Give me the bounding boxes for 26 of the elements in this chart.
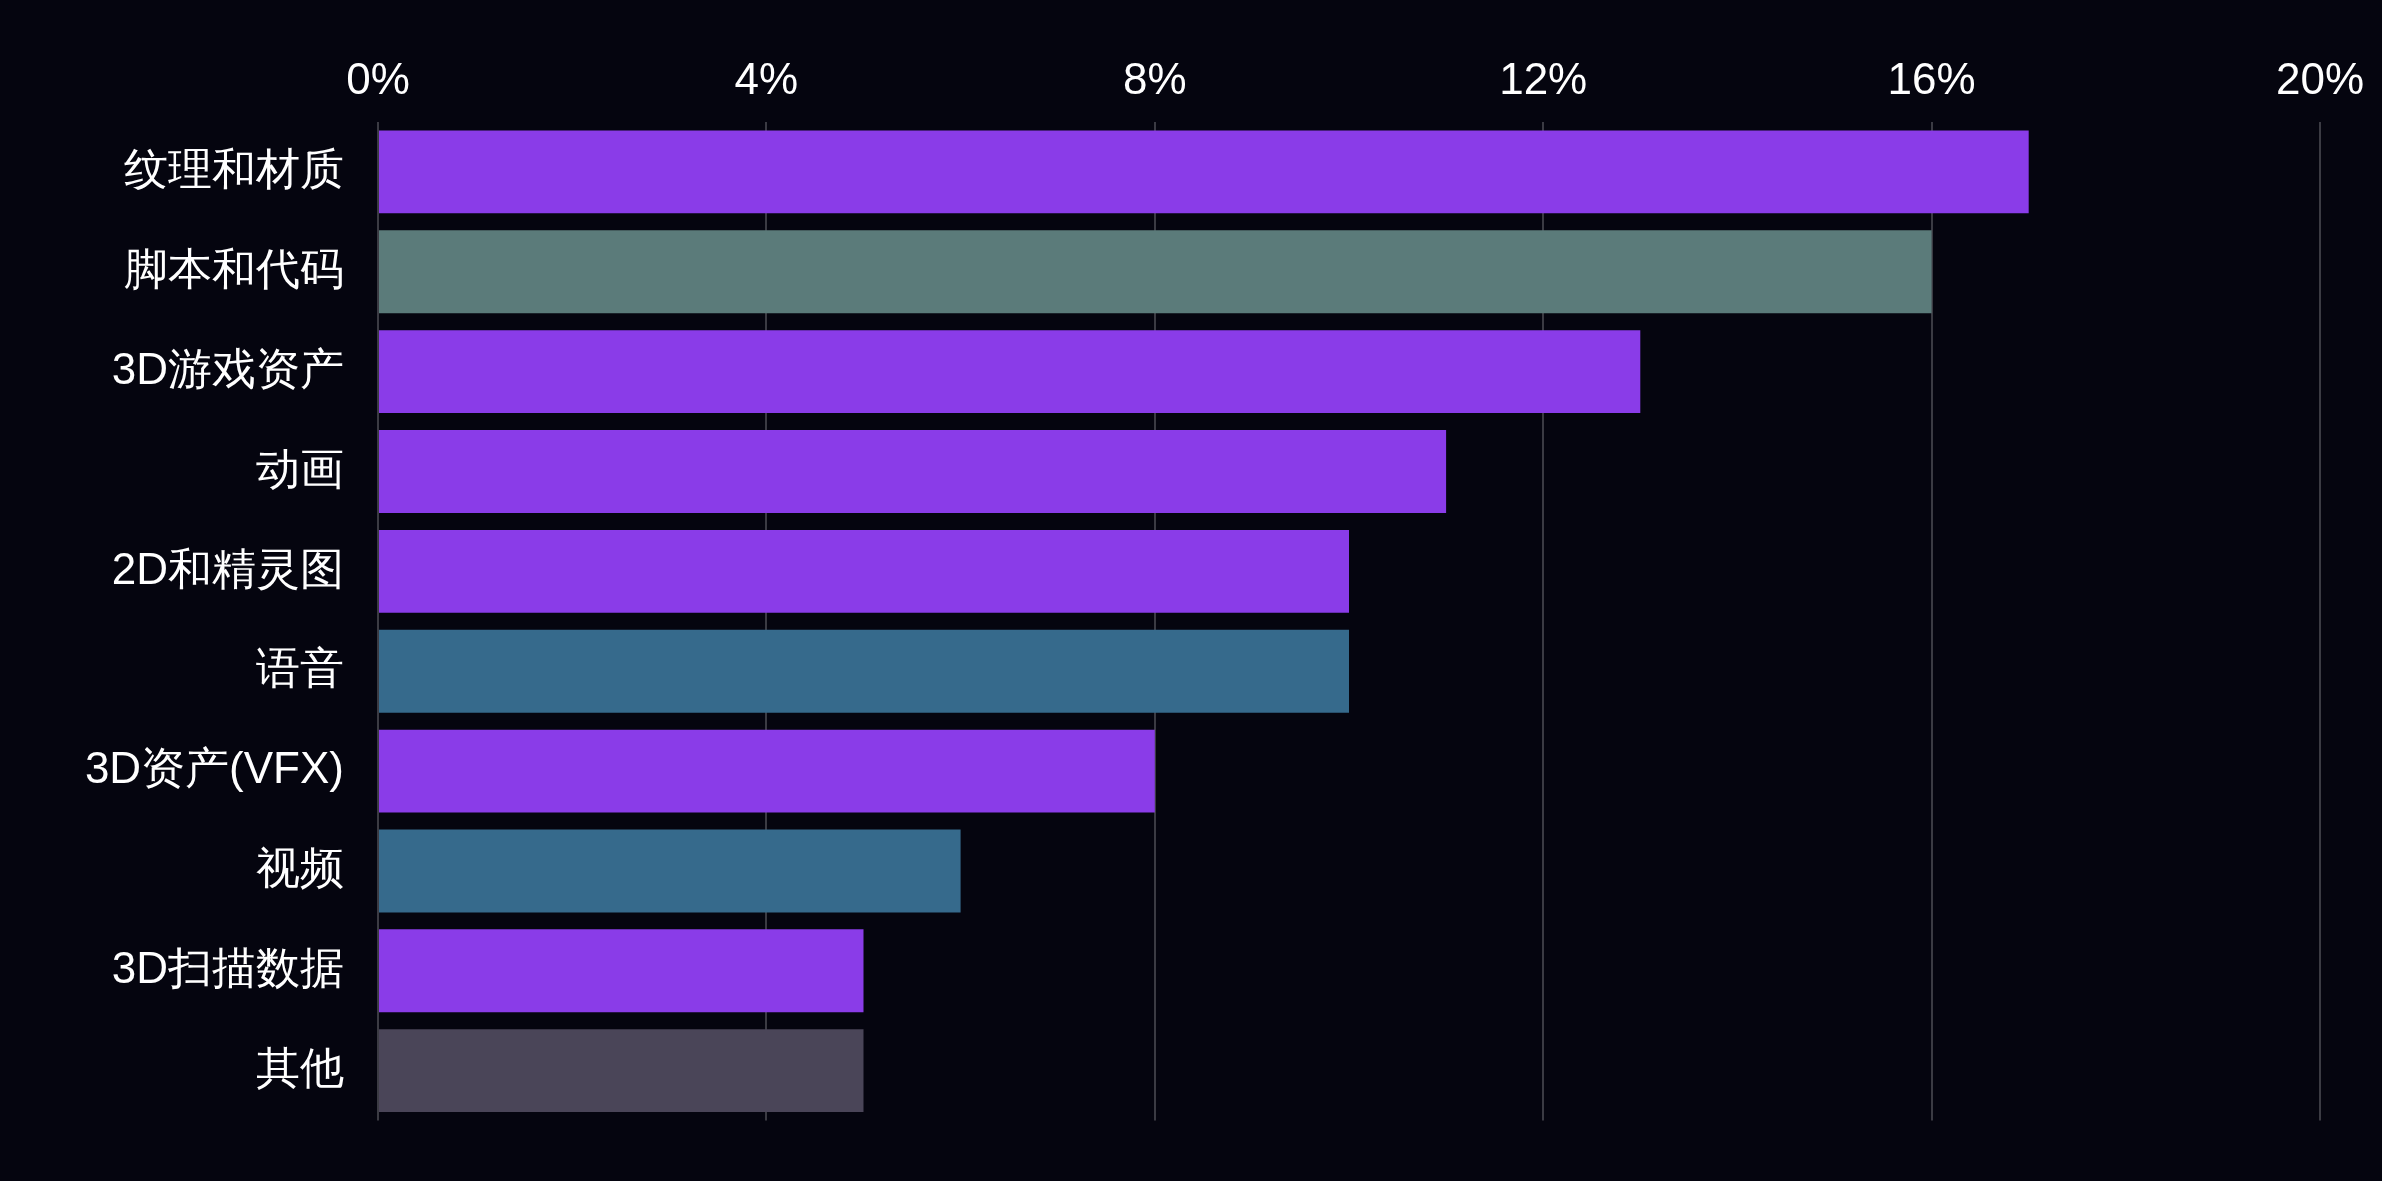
bar — [379, 330, 1641, 414]
bar — [379, 130, 2029, 214]
bar — [379, 430, 1447, 513]
y-tick-label: 视频 — [256, 843, 344, 893]
bar — [379, 929, 864, 1013]
x-tick-label: 16% — [1887, 53, 1976, 103]
y-tick-label: 3D资产(VFX) — [84, 743, 344, 793]
y-tick-label: 语音 — [256, 643, 344, 693]
y-tick-label: 其他 — [256, 1042, 344, 1092]
y-tick-label: 3D游戏资产 — [111, 343, 344, 393]
x-tick-label: 12% — [1499, 53, 1588, 103]
x-tick-label: 4% — [734, 53, 799, 103]
y-tick-label: 2D和精灵图 — [111, 543, 344, 593]
bar — [379, 729, 1155, 813]
bar — [379, 529, 1349, 613]
y-tick-label: 3D扫描数据 — [111, 942, 344, 992]
y-tick-label: 纹理和材质 — [124, 144, 344, 194]
bar — [379, 829, 961, 913]
x-tick-label: 0% — [346, 53, 410, 103]
y-tick-label: 脚本和代码 — [124, 243, 344, 293]
x-tick-label: 8% — [1123, 53, 1187, 103]
bar — [379, 629, 1349, 713]
bar — [379, 1029, 864, 1113]
y-tick-label: 动画 — [256, 443, 344, 493]
x-tick-label: 20% — [2275, 53, 2365, 103]
bar — [379, 230, 1932, 314]
